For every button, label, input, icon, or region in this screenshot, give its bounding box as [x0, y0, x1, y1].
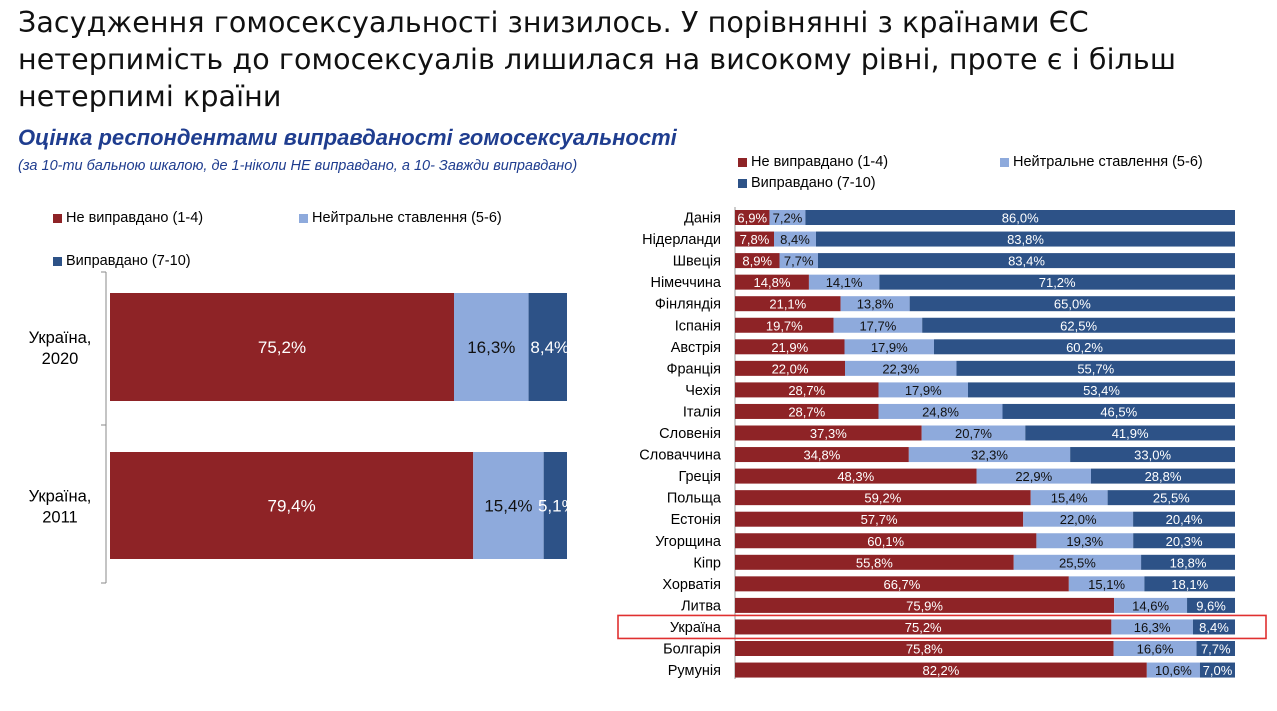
right-legend-neutral: Нейтральне ставлення (5-6)	[1000, 154, 1203, 170]
legend-label: Не виправдано (1-4)	[66, 210, 204, 226]
bar-segment-neutral	[454, 293, 529, 401]
category-label: Україна,	[29, 329, 92, 347]
left-legend-positive: Виправдано (7-10)	[53, 253, 191, 269]
left-legend-negative: Не виправдано (1-4)	[53, 210, 203, 226]
legend-swatch-positive	[738, 178, 747, 188]
right-legend-negative: Не виправдано (1-4)	[738, 154, 888, 170]
bar-segment-neutral	[473, 452, 544, 559]
legend-label: Не виправдано (1-4)	[751, 154, 889, 170]
legend-swatch-neutral	[1000, 157, 1009, 167]
legend-label: Виправдано (7-10)	[66, 253, 191, 269]
legend-swatch-neutral	[299, 213, 308, 223]
bar-segment-negative	[110, 293, 455, 401]
title-line-2: нетерпимість до гомосексуалів лишилася н…	[18, 43, 1177, 76]
legend-label: Виправдано (7-10)	[751, 175, 876, 191]
title-line-1: Засудження гомосексуальності знизилось. …	[18, 6, 1089, 39]
legend-label: Нейтральне ставлення (5-6)	[312, 210, 502, 226]
bar-segment-negative	[110, 452, 474, 559]
right-legend-positive: Виправдано (7-10)	[738, 175, 876, 191]
bar-value-label: 8,4%	[530, 338, 569, 357]
chart-scale-note: (за 10-ти бальною шкалою, де 1-ніколи НЕ…	[18, 158, 578, 174]
legend-swatch-positive	[53, 256, 62, 266]
legend-label: Нейтральне ставлення (5-6)	[1013, 154, 1203, 170]
legend-swatch-negative	[53, 213, 62, 223]
category-label: Україна,	[29, 488, 92, 506]
bar-value-label: 75,2%	[258, 338, 306, 357]
bar-value-label: 16,3%	[467, 338, 515, 357]
category-label: 2011	[42, 509, 77, 527]
left-legend-neutral: Нейтральне ставлення (5-6)	[299, 210, 502, 226]
page-title: Засудження гомосексуальності знизилось. …	[18, 4, 1258, 115]
bar-value-label: 5,1%	[538, 497, 577, 516]
bar-segment-positive	[528, 293, 567, 401]
bar-value-label: 15,4%	[484, 497, 532, 516]
bar-segment-positive	[543, 452, 567, 559]
category-label: 2020	[42, 350, 79, 368]
bar-value-label: 79,4%	[268, 497, 316, 516]
chart-subtitle: Оцінка респондентами виправданості гомос…	[18, 125, 677, 150]
legend-swatch-negative	[738, 157, 747, 167]
title-line-3: нетерпимі країни	[18, 80, 282, 113]
